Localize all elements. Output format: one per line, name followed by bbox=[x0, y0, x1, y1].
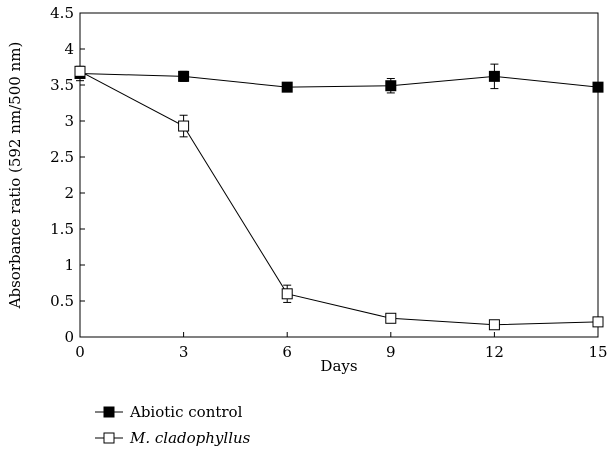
y-axis-title: Absorbance ratio (592 nm/500 nm) bbox=[6, 42, 24, 310]
x-tick-label: 6 bbox=[282, 343, 292, 361]
y-tick-label: 1 bbox=[64, 256, 74, 274]
plot-frame bbox=[79, 12, 599, 338]
data-point bbox=[592, 316, 604, 328]
legend-marker-abiotic-control bbox=[103, 406, 115, 418]
x-axis-title: Days bbox=[320, 357, 357, 375]
x-tick-label: 12 bbox=[485, 343, 504, 361]
series-layer bbox=[74, 63, 604, 331]
data-point bbox=[178, 70, 190, 82]
y-tick-label: 2 bbox=[64, 184, 74, 202]
x-tick-label: 3 bbox=[179, 343, 189, 361]
data-point bbox=[281, 81, 293, 93]
data-point bbox=[281, 288, 293, 300]
x-tick-label: 15 bbox=[588, 343, 607, 361]
series-m-cladophyllus bbox=[74, 65, 604, 331]
ticks: 0 0.5 1 1.5 2 2.5 3 3.5 4 4.5 0 3 6 9 12 15 bbox=[50, 4, 607, 361]
legend-item-abiotic-control: Abiotic control bbox=[95, 403, 243, 421]
series-abiotic-control bbox=[74, 63, 604, 94]
x-tick-label: 9 bbox=[386, 343, 396, 361]
y-tick-label: 4 bbox=[64, 40, 74, 58]
data-point bbox=[592, 81, 604, 93]
legend: Abiotic control M. cladophyllus bbox=[95, 403, 251, 447]
data-point bbox=[488, 319, 500, 331]
y-tick-label: 3 bbox=[64, 112, 74, 130]
data-point bbox=[488, 70, 500, 82]
y-tick-label: 2.5 bbox=[50, 148, 74, 166]
y-tick-label: 0.5 bbox=[50, 292, 74, 310]
y-tick-label: 0 bbox=[64, 328, 74, 346]
legend-item-m-cladophyllus: M. cladophyllus bbox=[95, 429, 251, 447]
y-tick-label: 4.5 bbox=[50, 4, 74, 22]
y-tick-label: 3.5 bbox=[50, 76, 74, 94]
data-point bbox=[385, 80, 397, 92]
data-point bbox=[385, 312, 397, 324]
y-tick-label: 1.5 bbox=[50, 220, 74, 238]
data-point bbox=[74, 65, 86, 77]
legend-label-abiotic-control: Abiotic control bbox=[129, 403, 243, 421]
series-line-m-cladophyllus bbox=[79, 70, 599, 326]
series-line-abiotic-control bbox=[79, 72, 599, 88]
data-point bbox=[178, 120, 190, 132]
axes bbox=[79, 12, 599, 338]
legend-marker-m-cladophyllus bbox=[103, 432, 115, 444]
legend-label-m-cladophyllus: M. cladophyllus bbox=[129, 429, 251, 447]
x-tick-label: 0 bbox=[75, 343, 85, 361]
